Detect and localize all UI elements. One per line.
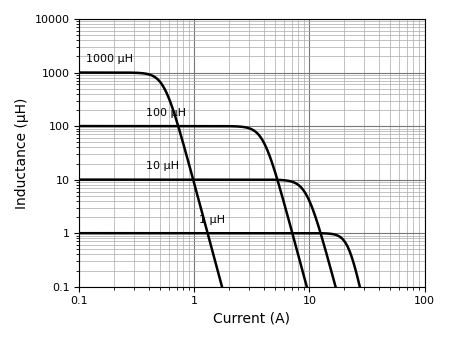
Text: 1 μH: 1 μH — [199, 215, 225, 225]
X-axis label: Current (A): Current (A) — [213, 312, 290, 326]
Text: 100 μH: 100 μH — [146, 108, 186, 118]
Y-axis label: Inductance (μH): Inductance (μH) — [15, 97, 29, 209]
Text: 1000 μH: 1000 μH — [86, 54, 133, 64]
Text: 10 μH: 10 μH — [146, 161, 179, 172]
